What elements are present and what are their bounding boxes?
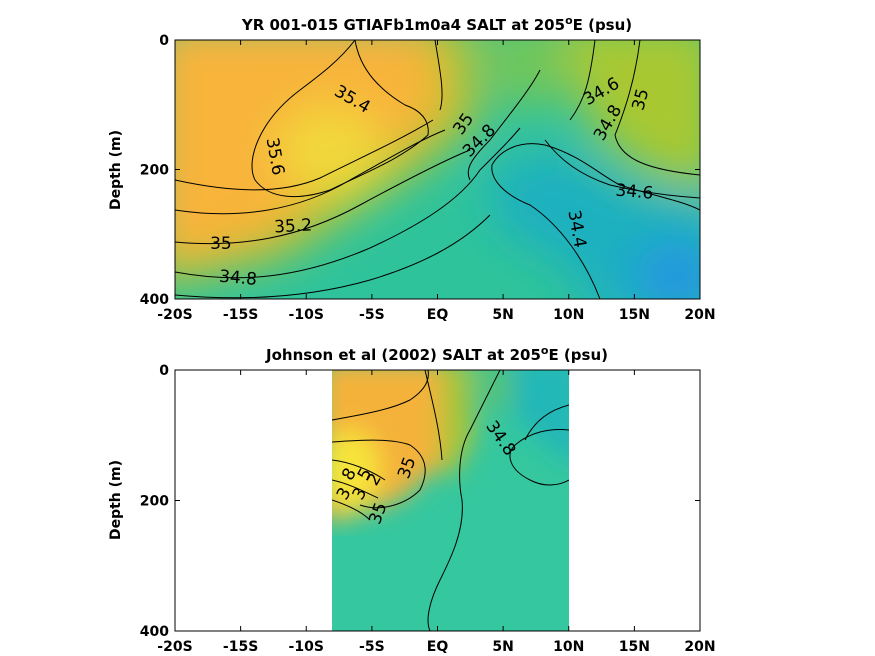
top-contour-line	[569, 40, 596, 121]
bottom-contour-line	[509, 429, 569, 486]
top-contour-label: 34.8	[218, 267, 257, 290]
top-x-tick-label: -10S	[289, 307, 324, 323]
bottom-x-tick-label: -10S	[289, 639, 324, 655]
top-y-tick-label: 400	[140, 292, 169, 308]
top-contour-line	[544, 139, 700, 199]
top-contour-label: 34.6	[615, 181, 654, 204]
bottom-x-tick-label: 10N	[553, 639, 584, 655]
top-salinity-field: 35.435.635.23534.83534.834.634.83534.634…	[175, 40, 700, 299]
top-x-tick-label: -20S	[157, 307, 192, 323]
top-contour-line	[491, 143, 700, 299]
bottom-x-tick-label: 15N	[619, 639, 650, 655]
bottom-contour-line	[427, 370, 501, 631]
top-y-tick-label: 0	[159, 33, 169, 49]
top-y-axis-label: Depth (m)	[108, 130, 124, 210]
top-contour-line	[175, 149, 471, 245]
bottom-y-tick-label: 400	[140, 624, 169, 640]
top-x-tick-label: 15N	[619, 307, 650, 323]
bottom-contour-line	[332, 459, 386, 481]
bottom-chart-title: Johnson et al (2002) SALT at 205oE (psu)	[265, 344, 608, 364]
bottom-panel: Johnson et al (2002) SALT at 205oE (psu)…	[108, 344, 716, 655]
top-contour-line	[175, 127, 521, 279]
top-contour-label: 35.2	[274, 216, 313, 238]
bottom-contour-line	[332, 479, 379, 499]
top-x-tick-label: -5S	[359, 307, 385, 323]
bottom-y-axis-label: Depth (m)	[108, 460, 124, 540]
bottom-y-axis: 0 200 400	[140, 363, 700, 640]
bottom-x-tick-label: 5N	[492, 639, 513, 655]
bottom-x-tick-label: -5S	[359, 639, 385, 655]
top-contour-line	[175, 119, 434, 191]
top-contour-line	[251, 40, 429, 198]
bottom-contour-line	[524, 404, 569, 441]
bottom-contour-line	[424, 370, 443, 461]
bottom-contour-line	[332, 499, 371, 521]
top-x-tick-label: EQ	[427, 307, 449, 323]
top-contour-line	[467, 69, 541, 181]
bottom-contour-line	[332, 439, 426, 509]
top-contour-line	[175, 214, 491, 299]
top-chart-title: YR 001-015 GTIAFb1m0a4 SALT at 205oE (ps…	[241, 14, 632, 34]
top-x-tick-label: 10N	[553, 307, 584, 323]
top-y-axis: 0 200 400	[140, 33, 700, 308]
top-contour-line	[434, 40, 443, 111]
bottom-x-tick-label: EQ	[427, 639, 449, 655]
top-x-tick-label: -15S	[223, 307, 258, 323]
top-contour-label: 35	[210, 234, 232, 254]
bottom-x-axis: -20S -15S -10S -5S EQ 5N 10N 15N 20N	[157, 370, 716, 655]
top-x-tick-label: 5N	[492, 307, 513, 323]
top-y-tick-label: 200	[140, 163, 169, 179]
bottom-x-tick-label: 20N	[684, 639, 715, 655]
bottom-y-tick-label: 0	[159, 363, 169, 379]
top-panel: YR 001-015 GTIAFb1m0a4 SALT at 205oE (ps…	[108, 14, 716, 323]
top-contour-line	[614, 40, 700, 176]
top-x-tick-label: 20N	[684, 307, 715, 323]
top-x-axis: -20S -15S -10S -5S EQ 5N 10N 15N 20N	[157, 40, 716, 323]
bottom-x-tick-label: -20S	[157, 639, 192, 655]
bottom-y-tick-label: 200	[140, 494, 169, 510]
bottom-x-tick-label: -15S	[223, 639, 258, 655]
